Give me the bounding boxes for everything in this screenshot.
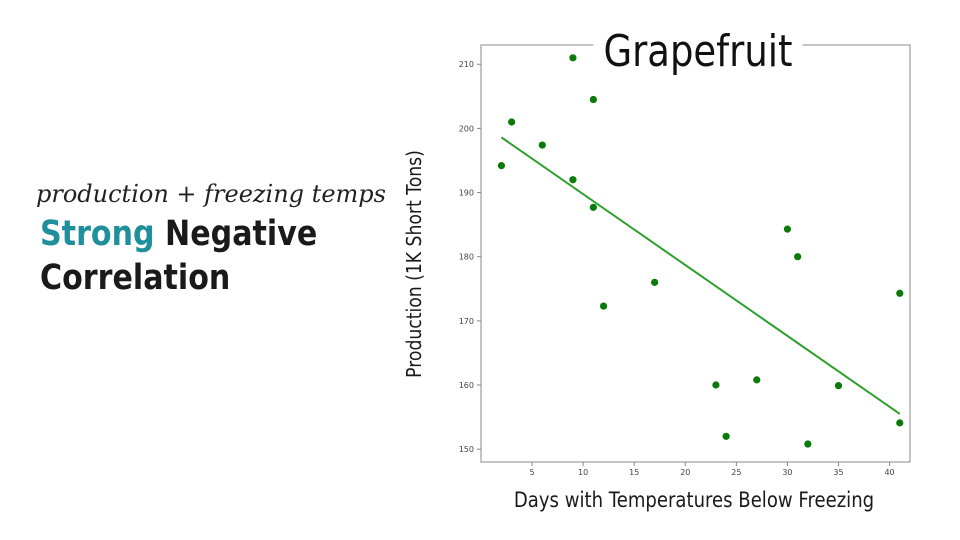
data-point (753, 376, 761, 384)
data-point (569, 54, 577, 62)
y-axis-label: Production (1K Short Tons) (402, 150, 426, 378)
data-point (834, 382, 843, 390)
x-tick-label: 20 (680, 468, 690, 477)
subtitle: production + freezing temps (36, 180, 386, 208)
data-point (569, 176, 577, 184)
y-tick-label: 150 (459, 445, 474, 454)
headline-line2: Correlation (40, 258, 231, 298)
data-point (712, 381, 720, 389)
data-point (896, 289, 904, 297)
data-point (804, 440, 812, 448)
data-point (783, 225, 792, 233)
headline-rest: Negative (165, 214, 318, 254)
y-axis-ticks: 150 160 170 180 190 200 210 (459, 60, 481, 454)
data-point (508, 118, 516, 126)
x-tick-label: 10 (578, 468, 588, 477)
x-tick-label: 15 (629, 468, 639, 477)
data-point (599, 302, 608, 310)
plot-frame (480, 44, 911, 463)
x-axis-ticks: 5 10 15 20 25 30 35 40 (530, 462, 895, 477)
data-point (589, 95, 597, 104)
y-tick-label: 200 (459, 124, 474, 133)
y-tick-label: 160 (459, 381, 474, 390)
data-point (722, 432, 730, 440)
y-tick-label: 190 (459, 189, 474, 198)
x-tick-label: 40 (884, 468, 894, 477)
x-tick-label: 35 (833, 468, 843, 477)
x-tick-label: 25 (731, 468, 741, 477)
data-points (497, 54, 904, 448)
data-point (794, 253, 802, 261)
data-point (651, 278, 659, 286)
y-tick-label: 180 (459, 253, 474, 262)
data-point (589, 203, 597, 211)
headline: Strong Negative Correlation (40, 212, 317, 300)
data-point (896, 419, 904, 427)
data-point (497, 162, 506, 170)
y-tick-label: 170 (459, 317, 474, 326)
x-axis-label: Days with Temperatures Below Freezing (513, 488, 875, 512)
data-point (538, 141, 546, 149)
trend-line (500, 136, 901, 415)
y-tick-label: 210 (459, 60, 474, 69)
x-tick-label: 5 (530, 468, 535, 477)
x-tick-label: 30 (782, 468, 792, 477)
headline-accent: Strong (40, 214, 155, 254)
chart-title: Grapefruit (593, 26, 803, 77)
